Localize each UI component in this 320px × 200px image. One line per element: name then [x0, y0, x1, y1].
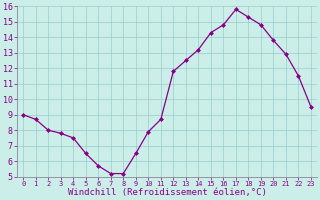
X-axis label: Windchill (Refroidissement éolien,°C): Windchill (Refroidissement éolien,°C) — [68, 188, 267, 197]
